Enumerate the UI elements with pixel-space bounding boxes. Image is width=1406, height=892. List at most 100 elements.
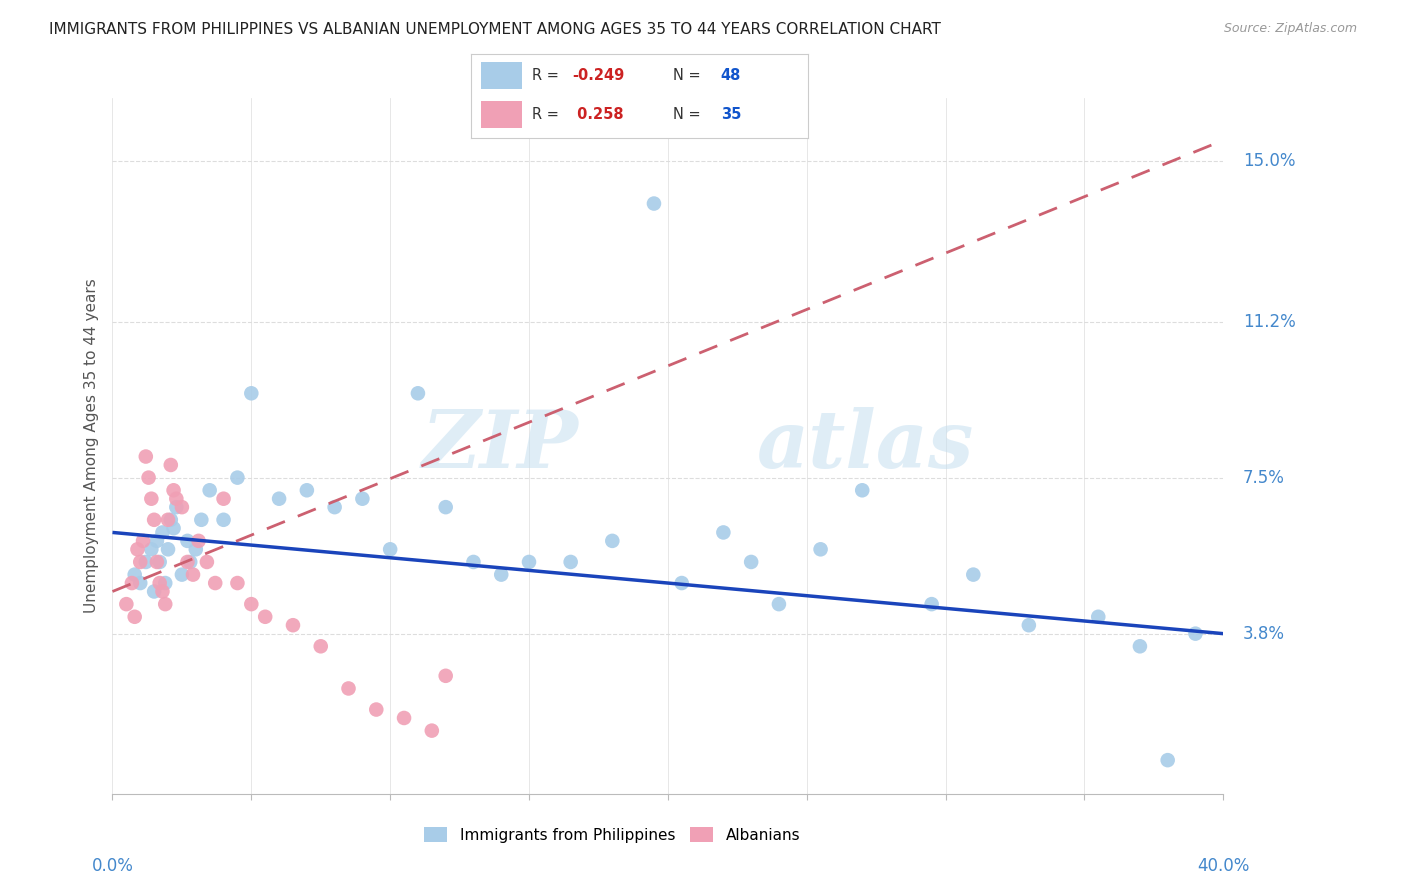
Point [212, 513, 235, 527]
Bar [481, 101, 522, 128]
Text: N =: N = [673, 68, 706, 83]
Point [143, 584, 166, 599]
Point [366, 702, 388, 716]
Point [295, 483, 318, 498]
Point [190, 513, 212, 527]
Point [159, 458, 181, 472]
Point [352, 491, 374, 506]
Point [141, 491, 163, 506]
Point [138, 470, 160, 484]
Text: 40.0%: 40.0% [1197, 857, 1250, 875]
Point [165, 491, 187, 506]
Point [146, 533, 169, 548]
Point [135, 555, 157, 569]
Point [195, 555, 218, 569]
Text: 11.2%: 11.2% [1243, 312, 1295, 331]
Point [226, 576, 249, 591]
Point [155, 576, 177, 591]
Point [162, 521, 184, 535]
Point [176, 555, 198, 569]
Point [1157, 753, 1180, 767]
Point [124, 609, 146, 624]
Point [159, 513, 181, 527]
Text: 15.0%: 15.0% [1243, 153, 1295, 170]
Point [1184, 626, 1206, 640]
Text: 48: 48 [721, 68, 741, 83]
Text: N =: N = [673, 107, 706, 122]
Point [240, 597, 263, 611]
Point [157, 542, 180, 557]
Point [1018, 618, 1040, 632]
Point [152, 584, 174, 599]
Point [643, 196, 665, 211]
Point [198, 483, 221, 498]
Point [434, 669, 457, 683]
Point [740, 555, 762, 569]
Point [1087, 609, 1109, 624]
Bar [481, 62, 522, 89]
Point [517, 555, 540, 569]
Point [155, 597, 177, 611]
Point [181, 567, 204, 582]
Point [434, 500, 457, 515]
Point [152, 525, 174, 540]
Point [671, 576, 693, 591]
Point [560, 555, 582, 569]
Point [380, 542, 402, 557]
Point [149, 576, 172, 591]
Point [212, 491, 235, 506]
Point [129, 576, 152, 591]
Text: -0.249: -0.249 [572, 68, 624, 83]
Point [491, 567, 513, 582]
Point [132, 533, 155, 548]
Point [121, 576, 143, 591]
Point [267, 491, 291, 506]
Point [170, 500, 193, 515]
Point [162, 483, 184, 498]
Point [165, 500, 187, 515]
Text: 7.5%: 7.5% [1243, 468, 1285, 487]
Point [962, 567, 984, 582]
Point [127, 542, 149, 557]
Point [179, 555, 201, 569]
Point [240, 386, 263, 401]
Point [149, 555, 172, 569]
Y-axis label: Unemployment Among Ages 35 to 44 years: Unemployment Among Ages 35 to 44 years [83, 278, 98, 614]
Point [204, 576, 226, 591]
Point [187, 533, 209, 548]
Point [406, 386, 429, 401]
Point [141, 542, 163, 557]
Point [810, 542, 832, 557]
Point [115, 597, 138, 611]
Text: 3.8%: 3.8% [1243, 624, 1285, 642]
Text: ZIP: ZIP [422, 408, 579, 484]
Point [254, 609, 277, 624]
Text: 35: 35 [721, 107, 741, 122]
Point [124, 567, 146, 582]
Point [602, 533, 624, 548]
Text: R =: R = [531, 107, 564, 122]
Point [323, 500, 346, 515]
Point [337, 681, 360, 696]
Point [309, 640, 332, 654]
Text: 0.0%: 0.0% [91, 857, 134, 875]
Point [392, 711, 415, 725]
Point [713, 525, 735, 540]
Point [281, 618, 304, 632]
Point [170, 567, 193, 582]
Point [768, 597, 790, 611]
Point [851, 483, 873, 498]
Point [921, 597, 943, 611]
Text: IMMIGRANTS FROM PHILIPPINES VS ALBANIAN UNEMPLOYMENT AMONG AGES 35 TO 44 YEARS C: IMMIGRANTS FROM PHILIPPINES VS ALBANIAN … [49, 22, 941, 37]
Point [463, 555, 485, 569]
Point [143, 513, 166, 527]
Point [146, 555, 169, 569]
Point [184, 542, 207, 557]
Text: 0.258: 0.258 [572, 107, 624, 122]
Point [176, 533, 198, 548]
Point [420, 723, 443, 738]
Text: R =: R = [531, 68, 564, 83]
Point [1129, 640, 1152, 654]
Text: Source: ZipAtlas.com: Source: ZipAtlas.com [1223, 22, 1357, 36]
Point [135, 450, 157, 464]
